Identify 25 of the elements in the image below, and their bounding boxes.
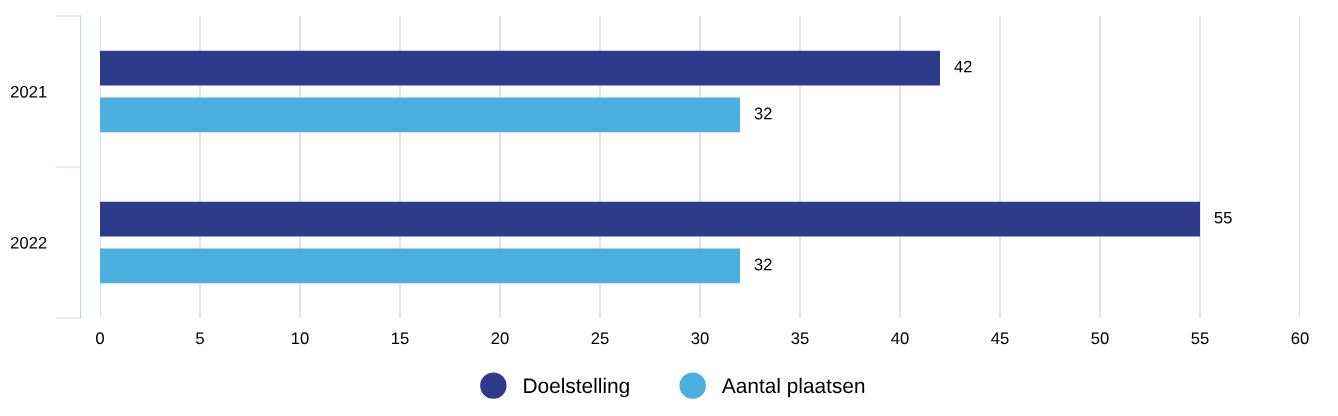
x-tick-label: 0 (96, 332, 104, 345)
y-tick-label: 2021 (10, 85, 47, 98)
x-tick-label: 20 (491, 332, 509, 345)
x-tick-label: 50 (1091, 332, 1109, 345)
legend-label: Aantal plaatsen (721, 377, 865, 398)
x-tick-label: 30 (691, 332, 709, 345)
bar (100, 97, 740, 133)
x-tick-label: 35 (791, 332, 809, 345)
x-tick-label: 10 (292, 332, 309, 345)
data-label: 32 (754, 258, 772, 271)
data-label: 42 (954, 60, 972, 73)
x-tick-label: 55 (1191, 332, 1209, 345)
x-tick-label: 60 (1291, 332, 1309, 345)
x-tick-label: 5 (196, 332, 204, 345)
x-tick-label: 15 (392, 332, 409, 345)
bar (100, 201, 1200, 237)
legend-label: Doelstelling (524, 377, 629, 398)
y-tick-label: 2022 (10, 236, 47, 249)
x-tick-label: 25 (591, 332, 609, 345)
bar (100, 248, 740, 284)
data-label: 32 (754, 107, 772, 120)
bar (100, 50, 940, 86)
x-tick-label: 40 (891, 332, 909, 345)
x-tick-label: 45 (991, 332, 1009, 345)
data-label: 55 (1214, 211, 1232, 224)
